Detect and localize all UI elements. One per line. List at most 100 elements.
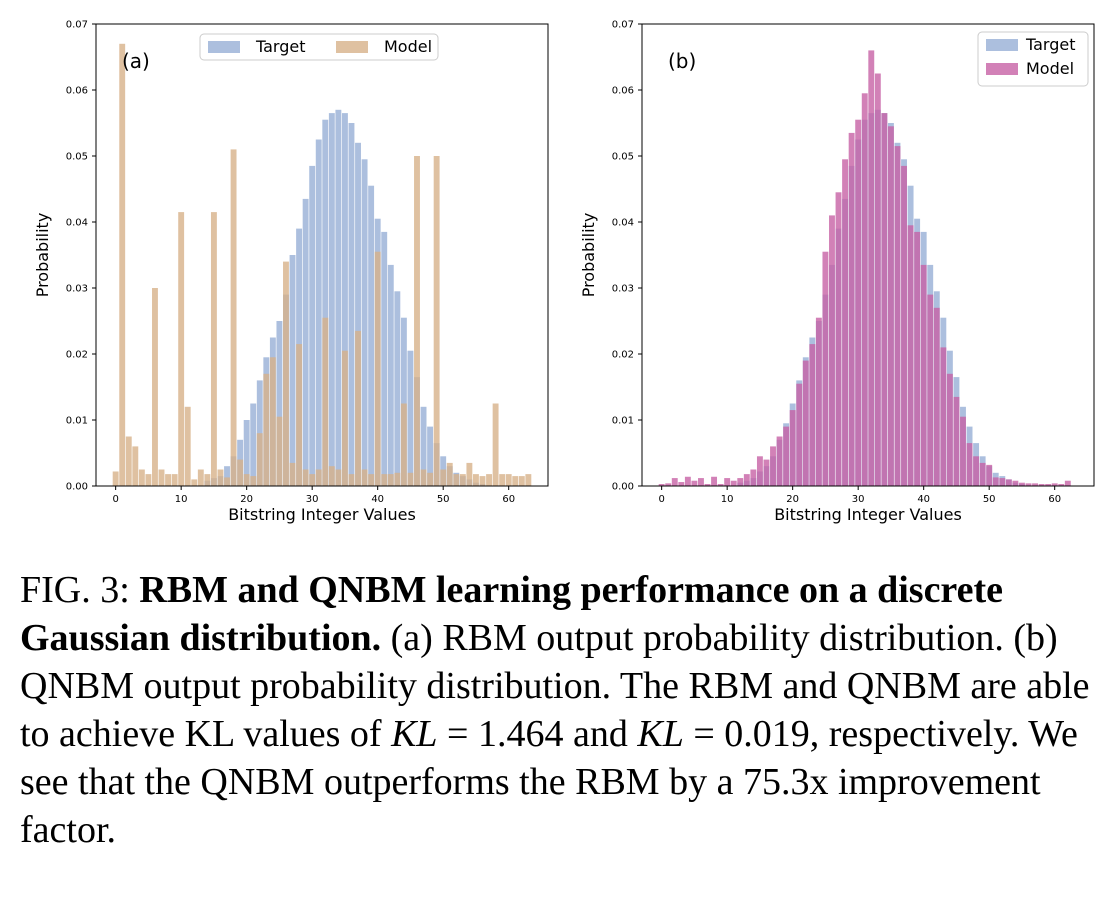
bar-model	[868, 50, 875, 487]
y-tick-label: 0.00	[66, 482, 88, 493]
x-tick-label: 20	[786, 494, 799, 505]
bar-model	[920, 264, 927, 486]
bar-model	[472, 474, 479, 486]
bar-target	[420, 406, 427, 486]
x-tick-label: 0	[112, 494, 118, 505]
bar-target	[302, 198, 309, 486]
bar-model	[658, 484, 665, 486]
legend-label-model: Model	[384, 37, 432, 56]
bar-model	[763, 459, 770, 486]
legend-label-target: Target	[255, 37, 306, 56]
legend-swatch-model	[336, 41, 368, 53]
bar-model	[704, 484, 711, 486]
bar-model	[809, 344, 816, 486]
x-tick-label: 30	[306, 494, 319, 505]
bar-model	[874, 73, 881, 486]
bar-model	[394, 472, 401, 486]
y-tick-label: 0.02	[66, 350, 88, 361]
bar-model	[979, 462, 986, 486]
bar-model	[138, 469, 145, 486]
y-tick-label: 0.00	[612, 482, 634, 493]
x-tick-label: 40	[371, 494, 384, 505]
bar-model	[453, 474, 460, 486]
bar-model	[158, 469, 165, 486]
caption-title: RBM and QNBM learning performance on a d…	[20, 569, 1003, 659]
bar-model	[1058, 484, 1065, 486]
bar-target	[368, 185, 375, 486]
bar-model	[322, 317, 329, 486]
bar-model	[479, 476, 486, 486]
caption-kl-value-2: = 0.019	[683, 713, 810, 755]
bar-model	[815, 317, 822, 486]
bar-model	[1038, 484, 1045, 486]
bar-model	[112, 471, 119, 486]
bar-model	[341, 350, 348, 486]
bar-model	[1005, 479, 1012, 486]
x-axis-label: Bitstring Integer Values	[228, 505, 416, 524]
bar-model	[191, 479, 198, 486]
bar-model	[1025, 483, 1032, 486]
bar-model	[243, 474, 250, 486]
bar-model	[433, 156, 440, 486]
bar-model	[328, 466, 335, 486]
caption-kl-symbol-1: KL	[391, 713, 438, 755]
legend-swatch-target	[986, 39, 1018, 51]
bar-model	[315, 469, 322, 486]
bar-target	[335, 109, 342, 487]
caption-fig-label: FIG. 3:	[20, 569, 140, 611]
bar-model	[374, 251, 381, 486]
bar-model	[894, 146, 901, 486]
y-tick-label: 0.02	[612, 350, 634, 361]
x-tick-label: 10	[175, 494, 188, 505]
bar-model	[335, 469, 342, 486]
y-tick-label: 0.03	[66, 284, 88, 295]
bar-target	[250, 403, 257, 486]
bar-model	[165, 474, 172, 486]
bar-model	[505, 474, 512, 486]
bar-model	[914, 231, 921, 486]
bar-model	[927, 294, 934, 486]
bar-model	[783, 426, 790, 486]
bar-target	[243, 420, 250, 486]
bar-target	[387, 264, 394, 486]
bar-model	[125, 436, 132, 486]
caption-kl-symbol-2: KL	[637, 713, 684, 755]
bar-model	[724, 478, 731, 486]
bar-model	[446, 462, 453, 486]
bar-target	[289, 255, 296, 486]
bar-model	[400, 403, 407, 486]
legend-swatch-model	[986, 63, 1018, 75]
bar-model	[796, 383, 803, 486]
bar-model	[953, 396, 960, 486]
bar-model	[1032, 483, 1038, 486]
bar-model	[743, 474, 750, 486]
bar-model	[848, 132, 855, 486]
bar-model	[276, 416, 283, 486]
bar-model	[1018, 482, 1025, 486]
y-tick-label: 0.05	[612, 152, 634, 163]
legend: Target Model	[199, 33, 439, 61]
bar-model	[152, 288, 158, 486]
bar-model	[756, 456, 763, 486]
caption-kl-value-1: = 1.464	[437, 713, 564, 755]
y-tick-label: 0.04	[66, 218, 88, 229]
y-tick-label: 0.01	[66, 416, 88, 427]
bar-model	[512, 476, 519, 486]
y-axis-label: Probability	[579, 213, 598, 298]
bar-model	[119, 43, 126, 487]
bar-model	[770, 446, 776, 486]
bar-target	[309, 165, 316, 486]
bar-model	[492, 403, 499, 486]
bar-model	[302, 469, 309, 486]
bar-model	[263, 373, 270, 486]
bar-model	[217, 469, 224, 486]
bar-model	[992, 477, 999, 486]
bar-model	[440, 469, 447, 486]
x-axis-label: Bitstring Integer Values	[774, 505, 962, 524]
bar-model	[665, 483, 672, 486]
bar-target	[381, 231, 388, 486]
bar-model	[835, 192, 842, 487]
panel-label: (b)	[668, 49, 696, 73]
bar-model	[525, 474, 532, 486]
bar-model	[283, 261, 289, 486]
